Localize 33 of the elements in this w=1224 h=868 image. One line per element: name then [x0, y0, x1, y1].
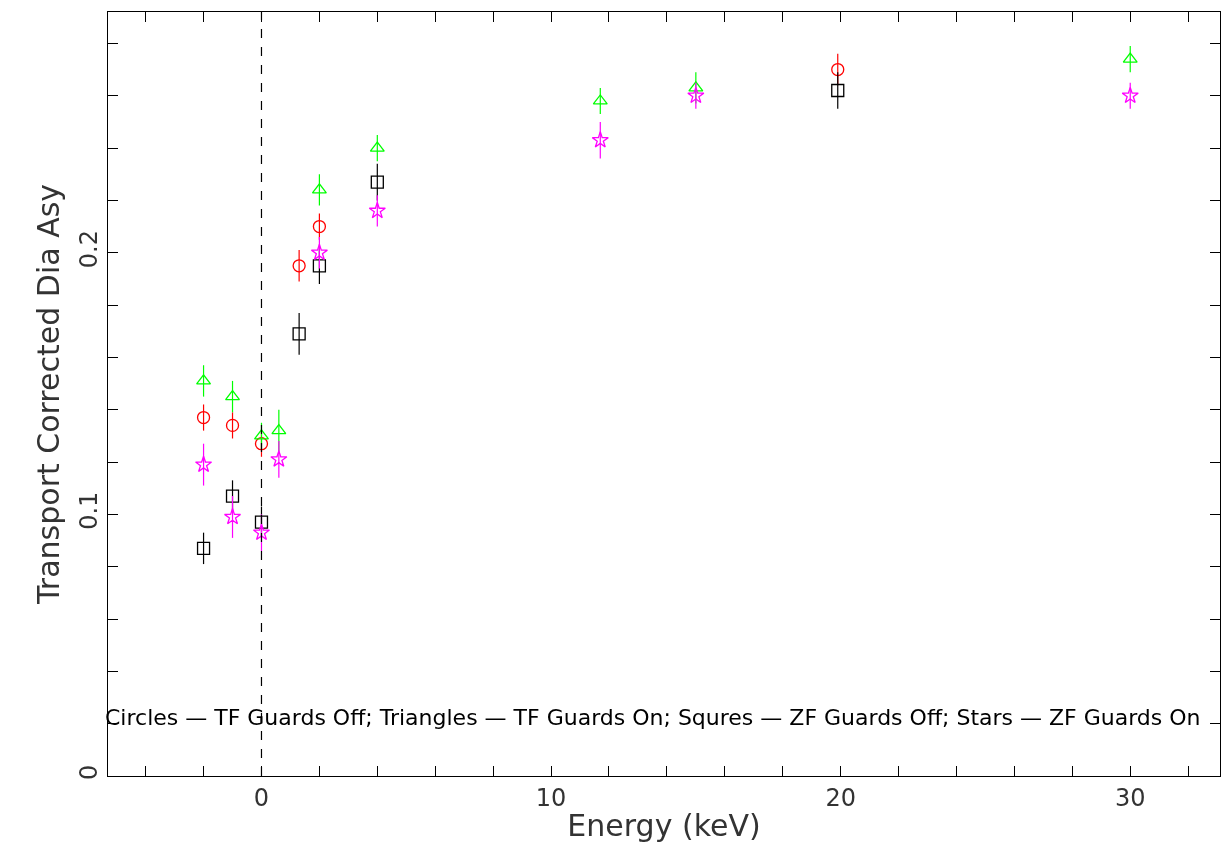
- point: [196, 541, 211, 556]
- point: [831, 83, 845, 98]
- y-tick-label: 0.1: [75, 491, 104, 530]
- point: [225, 418, 240, 433]
- x-tick-label: 10: [535, 783, 567, 812]
- point: [225, 489, 240, 503]
- x-axis-title: Energy (keV): [567, 808, 761, 844]
- y-axis-title: Transport Corrected Dia Asy: [31, 183, 67, 606]
- point: [591, 131, 609, 148]
- point: [270, 450, 288, 467]
- point: [310, 243, 329, 261]
- x-tick-label: 0: [253, 783, 270, 812]
- y-tick-label: 0.2: [75, 230, 104, 269]
- x-tick-label: 30: [1114, 783, 1146, 812]
- point: [292, 327, 306, 341]
- point: [1121, 86, 1139, 104]
- point: [312, 219, 327, 234]
- x-tick-label: 20: [825, 783, 856, 812]
- point: [223, 507, 242, 525]
- point: [194, 455, 213, 473]
- point: [254, 437, 269, 451]
- point: [254, 515, 269, 529]
- point: [224, 389, 241, 401]
- point: [687, 86, 705, 104]
- point: [312, 259, 327, 273]
- point: [196, 410, 211, 425]
- point: [368, 201, 386, 219]
- y-tick-label: 0: [75, 764, 104, 781]
- point: [252, 523, 271, 541]
- point: [370, 175, 384, 189]
- point: [271, 423, 287, 435]
- point: [831, 62, 845, 77]
- point: [292, 259, 306, 273]
